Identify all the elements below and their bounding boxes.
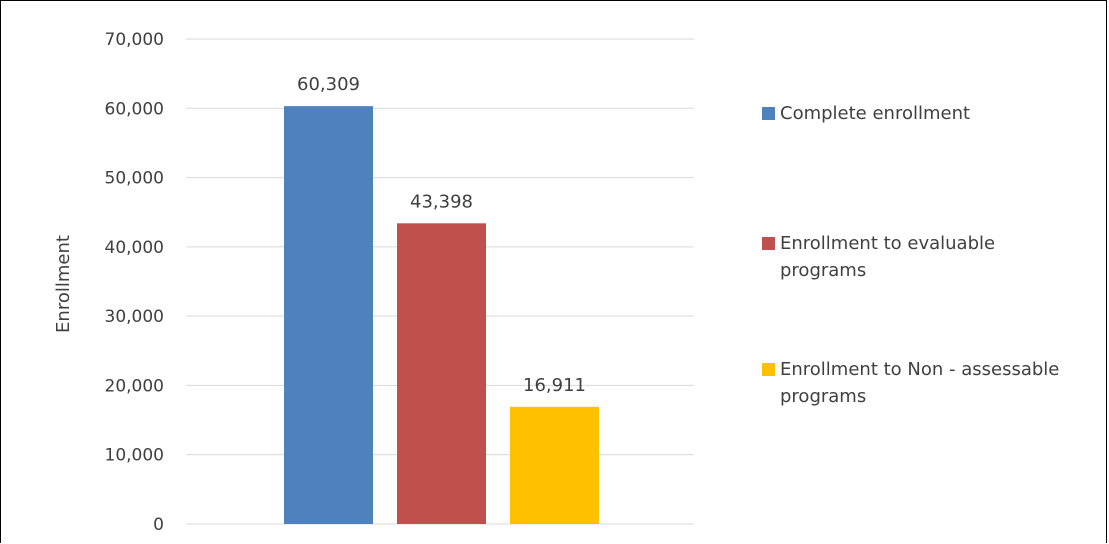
bar (397, 223, 486, 525)
legend-swatch (762, 107, 775, 120)
bar (510, 406, 599, 524)
data-label: 43,398 (410, 191, 473, 212)
legend-label: Complete enrollment (780, 103, 970, 124)
legend: Complete enrollment Enrollment to evaluab… (762, 103, 1059, 407)
y-tick-label: 20,000 (105, 376, 164, 396)
legend-swatch (762, 363, 775, 376)
y-tick-label: 30,000 (105, 307, 164, 327)
data-labels: 60,309 43,398 16,911 (297, 74, 586, 396)
legend-label: programs (780, 386, 866, 407)
y-tick-label: 70,000 (105, 30, 164, 50)
legend-label: programs (780, 260, 866, 281)
data-label: 60,309 (297, 74, 360, 95)
y-tick-label: 60,000 (105, 99, 164, 119)
y-axis-tick-labels: 0 10,000 20,000 30,000 40,000 50,000 60,000 70,… (105, 30, 164, 535)
legend-swatch (762, 237, 775, 250)
data-label: 16,911 (523, 375, 586, 396)
bar (284, 106, 373, 525)
legend-label: Enrollment to evaluable (780, 233, 995, 254)
y-axis-title: Enrollment (53, 235, 74, 333)
y-tick-label: 10,000 (105, 446, 164, 466)
y-tick-label: 0 (153, 515, 164, 535)
y-tick-label: 50,000 (105, 169, 164, 189)
y-tick-label: 40,000 (105, 238, 164, 258)
bars (284, 106, 599, 525)
legend-label: Enrollment to Non - assessable (780, 359, 1059, 380)
